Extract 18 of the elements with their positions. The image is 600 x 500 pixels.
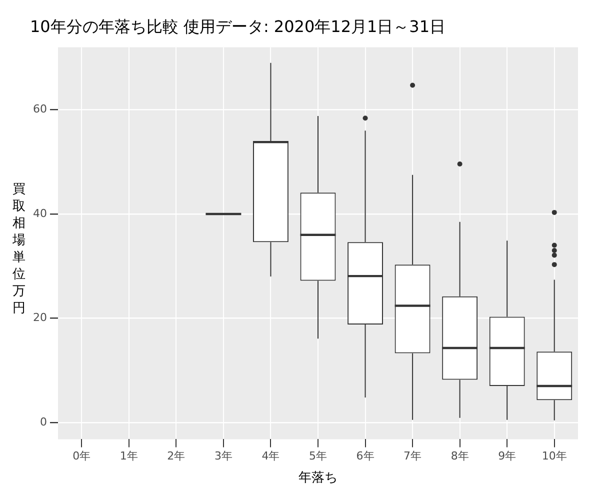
x-tick-label: 5年 <box>309 450 327 463</box>
x-tick-label: 0年 <box>72 450 91 463</box>
x-tick-label: 2年 <box>167 450 186 463</box>
x-tick-label: 7年 <box>404 450 422 463</box>
x-tick-label: 3年 <box>214 450 232 463</box>
x-tick-label: 8年 <box>450 450 469 463</box>
chart-title: 10年分の年落ち比較 使用データ: 2020年12月1日～31日 <box>30 16 446 36</box>
x-tick-label: 4年 <box>262 450 280 463</box>
x-tick-label: 9年 <box>498 450 516 463</box>
y-axis-title: 買取相場単位万円 <box>12 181 26 317</box>
y-tick-label: 40 <box>32 206 47 220</box>
x-tick-label: 10年 <box>542 450 567 463</box>
x-tick-label: 6年 <box>356 450 374 463</box>
y-tick-label: 60 <box>32 102 47 116</box>
x-tick-label: 1年 <box>120 450 138 463</box>
y-tick-label: 20 <box>32 311 47 324</box>
y-tick-label: 0 <box>40 415 47 428</box>
x-axis-title: 年落ち <box>298 470 338 486</box>
